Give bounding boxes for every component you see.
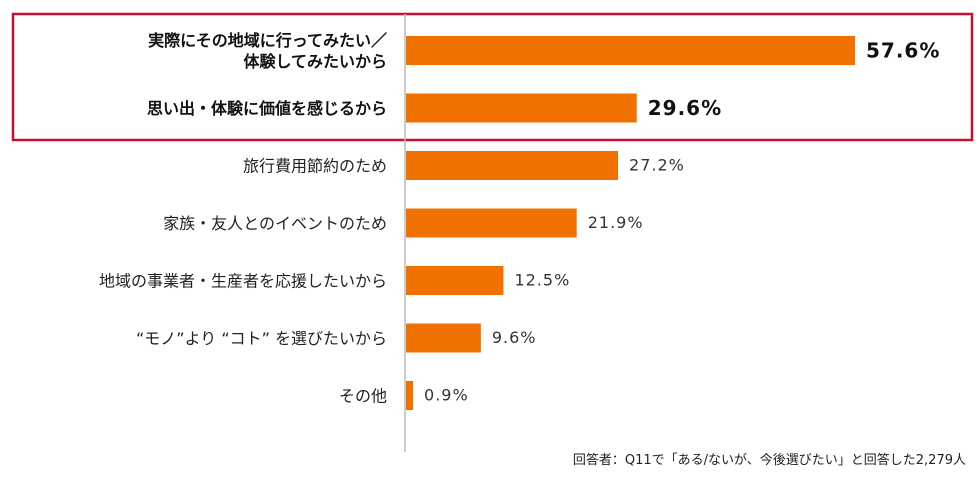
- bar-6: [406, 381, 414, 410]
- value-label-2: 27.2%: [629, 156, 685, 175]
- highlight-box: [11, 12, 974, 142]
- value-label-5: 9.6%: [492, 328, 537, 347]
- category-label-4: 地域の事業者・生産者を応援したいから: [99, 272, 387, 291]
- bar-1: [406, 93, 637, 123]
- category-label-1: 思い出・体験に価値を感じるから: [147, 99, 387, 118]
- category-label-2: 旅行費用節約のため: [243, 157, 387, 176]
- chart-marks: 57.6% 実際にその地域に行ってみたい／体験してみたいから 29.6% 思い出・体験…: [11, 12, 974, 452]
- bar-5: [406, 323, 481, 353]
- bar-2: [406, 151, 619, 180]
- respondent-footnote: 回答者：Q11で「ある/ないが、今後選びたい」と回答した2,279人: [572, 453, 966, 468]
- category-label-6: その他: [339, 387, 387, 406]
- value-label-4: 12.5%: [514, 271, 570, 290]
- bar-4: [406, 266, 504, 295]
- category-label-5: “モノ”より “コト” を選びたいから: [136, 329, 387, 348]
- value-label-6: 0.9%: [424, 386, 469, 405]
- value-label-3: 21.9%: [588, 213, 644, 232]
- bar-0: [406, 36, 855, 65]
- value-label-1: 29.6%: [648, 96, 722, 120]
- value-label-0: 57.6%: [866, 39, 940, 63]
- category-label-0: 実際にその地域に行ってみたい／体験してみたいから: [148, 31, 387, 71]
- bar-3: [406, 208, 577, 238]
- category-label-3: 家族・友人とのイベントのため: [163, 214, 387, 233]
